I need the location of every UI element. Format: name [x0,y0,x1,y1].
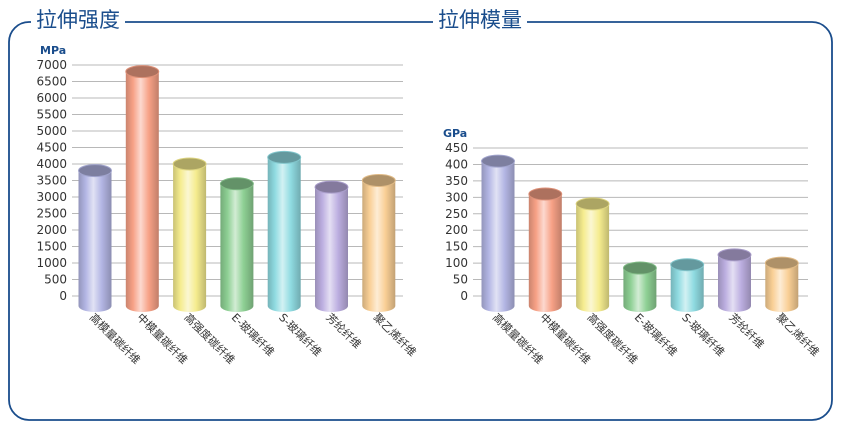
strength-bar-body [362,180,396,312]
modulus-bar-top [528,187,563,201]
strength-y-tick-label: 2000 [36,223,67,237]
modulus-bar-top [622,261,657,275]
strength-y-tick-label: 3000 [36,190,67,204]
modulus-bar-top [575,197,610,211]
strength-y-tick-label: 2500 [36,207,67,221]
strength-y-tick-label: 1500 [36,240,67,254]
modulus-bar [481,154,515,312]
modulus-y-tick-label: 0 [460,289,468,303]
strength-y-tick-label: 4000 [36,157,67,171]
modulus-y-tick-label: 50 [453,273,468,287]
modulus-bar-top [481,154,515,168]
modulus-y-tick-label: 150 [445,240,468,254]
strength-bar-top [267,150,302,164]
modulus-bar [528,187,563,312]
strength-bar-top [172,157,207,171]
strength-category-label: E-玻璃纤维 [229,310,278,359]
strength-bar-top [219,177,254,191]
strength-chart: MPa 0 500 1000 1500 2000 2500 3000 3500 4000 4500 5… [36,44,418,367]
strength-bar-top [78,164,112,178]
modulus-bar-top [717,248,752,262]
strength-y-tick-label: 6500 [36,75,67,89]
modulus-y-tick-label: 400 [445,157,468,171]
modulus-bar [670,258,705,312]
strength-bar-body [267,157,301,312]
strength-chart-title: 拉伸强度 [31,7,125,33]
modulus-y-tick-label: 250 [445,207,468,221]
strength-category-label: 芳纶纤维 [323,310,364,351]
strength-bar-body [315,187,348,312]
strength-y-tick-label: 1000 [36,256,67,270]
strength-bar [361,174,396,312]
strength-category-label: S-玻璃纤维 [276,310,325,359]
strength-bar [267,150,302,312]
modulus-chart-title: 拉伸模量 [433,7,527,33]
strength-y-tick-label: 500 [44,273,67,287]
modulus-bar [717,248,752,312]
strength-y-tick-label: 7000 [36,58,67,72]
strength-bar [125,65,160,312]
strength-y-tick-label: 4500 [36,141,67,155]
strength-bar-body [173,164,207,312]
modulus-chart: GPa050100150200250300350400450高模量碳纤维中模量碳… [443,127,822,367]
modulus-bar-top [764,256,799,270]
modulus-bar-body [528,194,562,312]
modulus-category-label: 聚乙烯纤维 [774,311,822,359]
strength-bar-top [125,65,160,79]
strength-bar [172,157,207,312]
strength-bar-top [361,174,396,187]
strength-unit-label: MPa [40,44,66,57]
strength-y-tick-label: 0 [59,289,67,303]
modulus-bar [764,256,799,312]
strength-y-tick-label: 5500 [36,108,67,122]
modulus-bar-top [670,258,705,272]
modulus-bar-body [670,264,704,312]
modulus-bar [575,197,610,312]
strength-bar [78,164,112,312]
modulus-y-tick-label: 350 [445,174,468,188]
modulus-category-label: S-玻璃纤维 [679,310,728,359]
strength-bar-body [78,170,112,312]
modulus-category-label: E-玻璃纤维 [632,310,681,359]
modulus-bar-body [481,161,515,312]
strength-bar-top [314,180,349,194]
strength-bar-body [125,71,159,312]
strength-bar [219,177,254,312]
modulus-y-tick-label: 450 [445,141,468,155]
strength-category-label: 聚乙烯纤维 [371,311,419,359]
strength-y-tick-label: 6000 [36,91,67,105]
modulus-y-tick-label: 300 [445,190,468,204]
modulus-bar-body [718,254,751,312]
modulus-bar [622,261,657,312]
modulus-y-tick-label: 100 [445,256,468,270]
modulus-unit-label: GPa [443,127,467,140]
modulus-bar-body [576,203,610,312]
modulus-category-label: 芳纶纤维 [726,310,767,351]
strength-bar-body [220,183,254,312]
modulus-y-tick-label: 200 [445,223,468,237]
strength-y-tick-label: 5000 [36,124,67,138]
modulus-bar-body [765,263,799,312]
modulus-bar-body [623,268,657,312]
strength-y-tick-label: 3500 [36,174,67,188]
strength-bar [314,180,349,312]
